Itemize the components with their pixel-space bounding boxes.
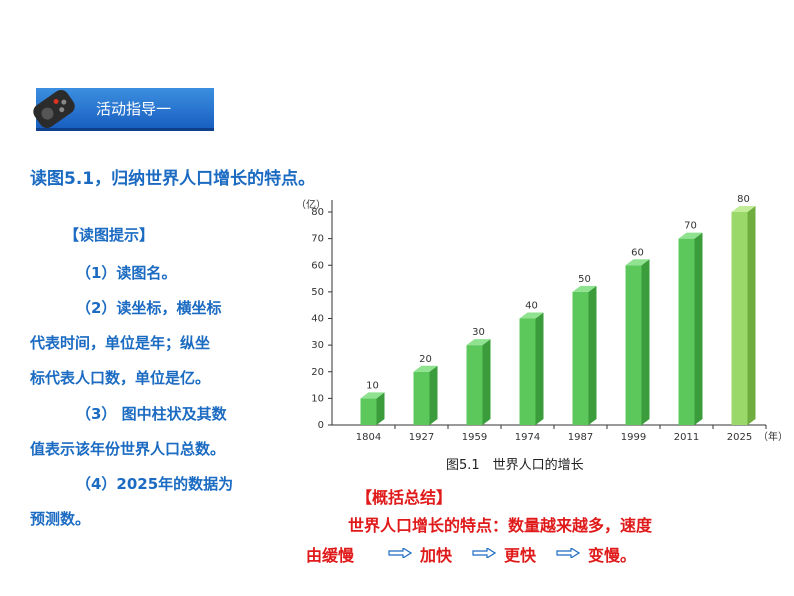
data-label: 80: [737, 194, 750, 205]
y-tick-label: 20: [311, 367, 324, 378]
summary-seg: 更快: [504, 546, 537, 565]
summary-line: 世界人口增长的特点：数量越来越多，速度: [348, 516, 653, 535]
y-tick-label: 80: [311, 207, 324, 218]
bar-top: [413, 365, 438, 372]
data-label: 10: [366, 380, 379, 391]
bar: [466, 345, 483, 425]
population-bar-chart: （亿） 0 10 20 30 40 50 60 70 80 10 1804 20 1927 30 1959 40…: [296, 194, 786, 443]
bar-side: [376, 392, 385, 425]
bar: [360, 398, 377, 425]
data-label: 30: [472, 327, 485, 338]
y-tick-label: 60: [311, 260, 324, 271]
arrow-right-icon: [388, 548, 412, 558]
bar: [572, 291, 589, 425]
bar-side: [694, 232, 703, 425]
hint-line: 标代表人口数，单位是亿。: [30, 369, 211, 387]
x-axis-unit-label: （年）: [758, 430, 786, 443]
bar-top: [678, 232, 703, 239]
y-tick-label: 10: [311, 393, 324, 404]
hint-line: （3） 图中柱状及其数: [76, 405, 227, 423]
bar-side: [588, 285, 597, 425]
hint-line: 预测数。: [30, 510, 91, 528]
arrow-right-icon: [472, 548, 496, 558]
bar-side: [747, 206, 756, 425]
activity-title: 活动指导一: [96, 100, 172, 118]
x-tick-label: 1927: [409, 432, 434, 443]
x-tick-label: 2025: [727, 432, 752, 443]
bar-top: [625, 259, 650, 266]
bar-top: [360, 392, 385, 399]
bar-top: [572, 285, 597, 292]
question-text: 读图5.1，归纳世界人口增长的特点。: [30, 169, 316, 189]
bar: [413, 371, 430, 425]
y-tick-label: 0: [318, 420, 324, 431]
y-tick-label: 30: [311, 340, 324, 351]
hint-line: 代表时间，单位是年；纵坐: [30, 334, 211, 352]
hint-heading: 【读图提示】: [64, 226, 155, 244]
remote-control-icon: [33, 90, 75, 128]
y-tick-label: 70: [311, 234, 324, 245]
hint-line: （1）读图名。: [76, 264, 177, 282]
bar-side: [535, 312, 544, 425]
bar-side: [429, 365, 438, 425]
y-tick-label: 50: [311, 287, 324, 298]
hint-line: 值表示该年份世界人口总数。: [30, 440, 226, 458]
bar: [519, 318, 536, 425]
data-label: 60: [631, 247, 644, 258]
bar-top: [519, 312, 544, 319]
bar-top: [466, 339, 491, 346]
data-label: 40: [525, 301, 538, 312]
bar: [678, 238, 695, 425]
bar-top: [731, 206, 756, 212]
y-axis-unit-label: （亿）: [296, 198, 326, 211]
data-label: 70: [684, 221, 697, 232]
bar-side: [641, 259, 650, 425]
summary-seg: 由缓慢: [306, 546, 355, 565]
x-tick-label: 1987: [568, 432, 593, 443]
bar: [731, 212, 748, 425]
arrow-right-icon: [556, 548, 580, 558]
x-tick-label: 1959: [462, 432, 487, 443]
summary-heading: 【概括总结】: [356, 488, 453, 507]
data-label: 50: [578, 274, 591, 285]
summary-seg: 变慢。: [588, 546, 637, 565]
x-tick-label: 2011: [674, 432, 699, 443]
summary-seg: 加快: [420, 546, 453, 565]
hint-line: （2）读坐标，横坐标: [76, 299, 222, 317]
x-tick-label: 1999: [621, 432, 646, 443]
bar-side: [482, 339, 491, 425]
chart-caption: 图5.1 世界人口的增长: [446, 458, 584, 473]
bar: [625, 265, 642, 425]
x-tick-label: 1804: [356, 432, 381, 443]
data-label: 20: [419, 354, 432, 365]
y-tick-label: 40: [311, 314, 324, 325]
hint-line: （4）2025年的数据为: [76, 475, 234, 493]
x-tick-label: 1974: [515, 432, 540, 443]
